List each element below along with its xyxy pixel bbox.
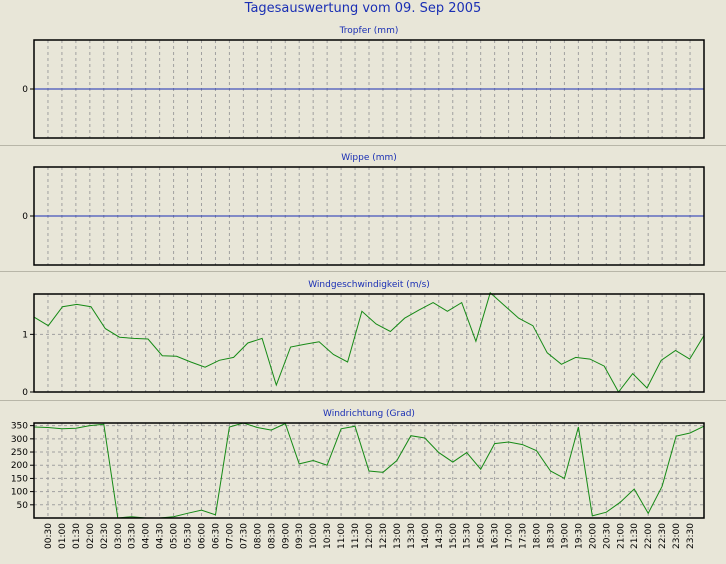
panel-separator — [0, 145, 726, 146]
y-tick-label: 0 — [22, 388, 28, 398]
x-tick-label: 05:00 — [170, 523, 180, 549]
x-tick-label: 20:30 — [602, 523, 612, 549]
x-tick-label: 18:30 — [546, 523, 556, 549]
x-tick-label: 13:30 — [407, 523, 417, 549]
x-tick-label: 02:30 — [100, 523, 110, 549]
x-tick-label: 15:00 — [449, 523, 459, 549]
y-tick-label: 300 — [11, 435, 28, 445]
x-tick-label: 04:30 — [156, 523, 166, 549]
x-tick-label: 14:00 — [421, 523, 431, 549]
y-tick-label: 50 — [17, 501, 29, 511]
x-tick-label: 07:30 — [239, 523, 249, 549]
x-tick-label: 01:30 — [72, 523, 82, 549]
plot-frame — [33, 166, 705, 266]
y-tick-label: 350 — [11, 422, 28, 432]
x-tick-label: 07:00 — [225, 523, 235, 549]
x-tick-label: 17:30 — [519, 523, 529, 549]
x-tick-label: 19:00 — [560, 523, 570, 549]
x-tick-label: 16:30 — [491, 523, 501, 549]
x-tick-label: 10:30 — [323, 523, 333, 549]
x-tick-label: 21:30 — [630, 523, 640, 549]
x-tick-label: 17:00 — [505, 523, 515, 549]
x-tick-label: 11:30 — [351, 523, 361, 549]
page-title: Tagesauswertung vom 09. Sep 2005 — [244, 1, 482, 16]
x-tick-label: 06:30 — [211, 523, 221, 549]
x-tick-label: 11:00 — [337, 523, 347, 549]
x-tick-label: 19:30 — [574, 523, 584, 549]
x-tick-label: 09:30 — [295, 523, 305, 549]
y-tick-label: 1 — [22, 330, 28, 340]
chart-title: Windrichtung (Grad) — [323, 409, 415, 419]
x-tick-label: 03:30 — [128, 523, 138, 549]
x-tick-label: 08:00 — [253, 523, 263, 549]
chart-title: Windgeschwindigkeit (m/s) — [308, 280, 430, 290]
x-tick-label: 08:30 — [267, 523, 277, 549]
x-tick-label: 16:00 — [477, 523, 487, 549]
x-tick-label: 02:00 — [86, 523, 96, 549]
y-tick-label: 0 — [22, 85, 28, 95]
x-tick-label: 12:00 — [365, 523, 375, 549]
y-tick-label: 100 — [11, 488, 28, 498]
x-tick-label: 14:30 — [435, 523, 445, 549]
x-tick-label: 22:30 — [658, 523, 668, 549]
x-tick-label: 12:30 — [379, 523, 389, 549]
x-tick-label: 04:00 — [142, 523, 152, 549]
x-tick-label: 01:00 — [58, 523, 68, 549]
panel-separator — [0, 271, 726, 272]
y-tick-label: 250 — [11, 448, 28, 458]
series-line — [33, 291, 705, 393]
x-tick-label: 13:00 — [393, 523, 403, 549]
x-tick-label: 00:30 — [44, 523, 54, 549]
plot-frame — [33, 293, 705, 393]
panel-separator — [0, 400, 726, 401]
x-tick-label: 23:30 — [686, 523, 696, 549]
y-tick-label: 0 — [22, 212, 28, 222]
x-tick-label: 22:00 — [644, 523, 654, 549]
y-tick-label: 200 — [11, 461, 28, 471]
x-tick-label: 03:00 — [114, 523, 124, 549]
x-tick-label: 23:00 — [672, 523, 682, 549]
x-tick-label: 10:00 — [309, 523, 319, 549]
x-tick-label: 21:00 — [616, 523, 626, 549]
x-tick-label: 09:00 — [281, 523, 291, 549]
plot-frame — [33, 422, 705, 519]
x-tick-label: 05:30 — [184, 523, 194, 549]
y-tick-label: 150 — [11, 474, 28, 484]
x-tick-label: 15:30 — [463, 523, 473, 549]
chart-title: Tropfer (mm) — [339, 26, 399, 36]
plot-frame — [33, 39, 705, 139]
x-tick-label: 20:00 — [588, 523, 598, 549]
chart-title: Wippe (mm) — [341, 153, 397, 163]
x-tick-label: 06:00 — [198, 523, 208, 549]
x-tick-label: 18:00 — [533, 523, 543, 549]
